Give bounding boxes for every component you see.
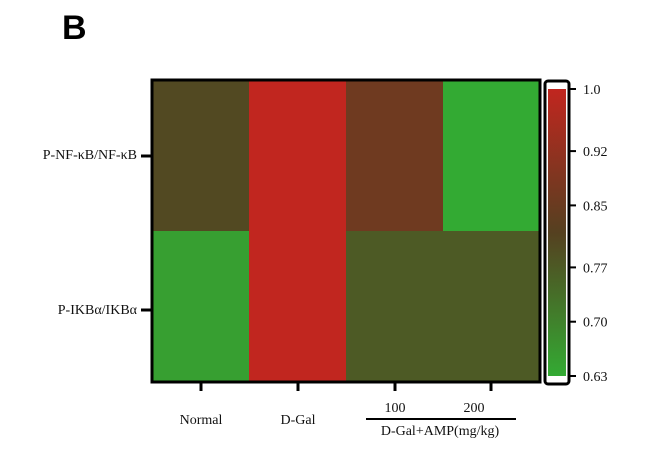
heatmap-cell-r1-c2 (346, 231, 444, 383)
colorbar: 1.0 0.92 0.85 0.77 0.70 0.63 (543, 79, 608, 386)
x-axis: Normal D-Gal 100 200 D-Gal+AMP(mg/kg) (180, 382, 516, 439)
colorbar-tick-label-1: 0.92 (583, 145, 608, 160)
col-label-2: 100 (385, 401, 406, 416)
group-label: D-Gal+AMP(mg/kg) (381, 424, 500, 439)
colorbar-tick-label-4: 0.70 (583, 316, 608, 331)
colorbar-tick-label-2: 0.85 (583, 199, 608, 214)
heatmap-cell-r0-c2 (346, 80, 444, 232)
plot-frame (150, 78, 542, 384)
heatmap-cell-r1-c3 (443, 231, 541, 383)
heatmap-cell-r1-c1 (249, 231, 347, 383)
col-label-3: 200 (464, 401, 485, 416)
heatmap-cell-r0-c3 (443, 80, 541, 232)
row-label-0: P-NF-κB/NF-κB (43, 148, 137, 163)
colorbar-tick-label-3: 0.77 (583, 261, 608, 276)
heatmap-cell-r0-c0 (152, 80, 250, 232)
panel-label: B (62, 9, 87, 47)
col-label-0: Normal (180, 413, 223, 428)
colorbar-tick-label-5: 0.63 (583, 370, 608, 385)
colorbar-tick-label-0: 1.0 (583, 83, 601, 98)
heatmap-cell-r1-c0 (152, 231, 250, 383)
y-axis: P-NF-κB/NF-κB P-IKBα/IKBα (43, 148, 152, 318)
heatmap-cells (152, 80, 541, 383)
heatmap-cell-r0-c1 (249, 80, 347, 232)
colorbar-ticks: 1.0 0.92 0.85 0.77 0.70 0.63 (569, 83, 608, 385)
row-label-1: P-IKBα/IKBα (58, 303, 138, 318)
colorbar-gradient (548, 89, 566, 376)
col-label-1: D-Gal (281, 413, 316, 428)
